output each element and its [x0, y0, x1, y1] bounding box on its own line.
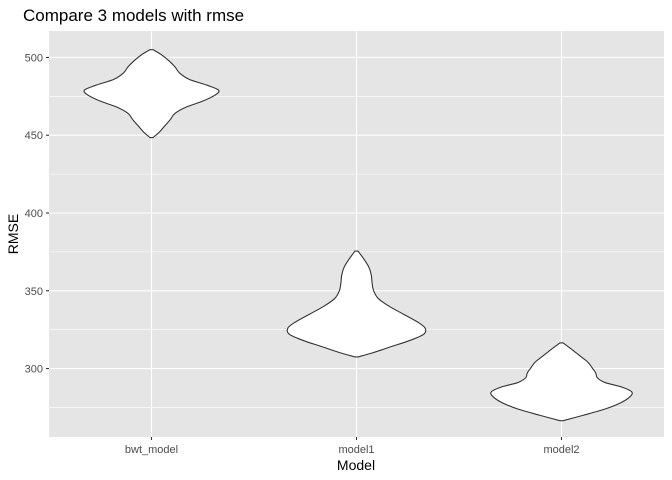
x-axis-ticks: bwt_model model1 model2	[125, 437, 580, 456]
x-tick-label: model1	[338, 444, 374, 456]
violin-model2	[490, 342, 633, 422]
chart-title: Compare 3 models with rmse	[23, 6, 244, 25]
y-tick-label: 350	[25, 286, 43, 298]
x-tick-label: bwt_model	[125, 444, 178, 456]
violin-model1	[286, 250, 427, 358]
violin-bwt-model	[83, 49, 220, 139]
y-tick-label: 450	[25, 130, 43, 142]
x-tick-label: model2	[543, 444, 579, 456]
y-tick-label: 300	[25, 364, 43, 376]
violins	[83, 49, 633, 422]
y-axis-title: RMSE	[5, 214, 21, 254]
x-axis-title: Model	[337, 457, 375, 473]
y-axis-ticks: 300 350 400 450 500	[25, 52, 49, 376]
y-tick-label: 500	[25, 52, 43, 64]
y-tick-label: 400	[25, 208, 43, 220]
